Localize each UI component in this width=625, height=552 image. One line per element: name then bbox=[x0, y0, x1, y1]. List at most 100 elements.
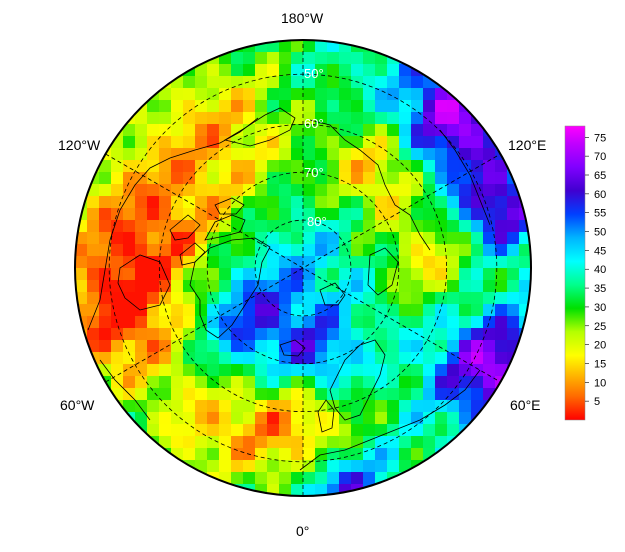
data-cell bbox=[471, 184, 484, 197]
data-cell bbox=[243, 280, 256, 293]
lon-label-120e: 120°E bbox=[508, 137, 546, 153]
data-cell bbox=[327, 316, 340, 329]
data-cell bbox=[351, 184, 364, 197]
data-cell bbox=[123, 268, 136, 281]
data-cell bbox=[351, 388, 364, 401]
colorbar-tick-label: 45 bbox=[594, 245, 606, 257]
data-cell bbox=[159, 148, 172, 161]
data-cell bbox=[351, 160, 364, 173]
data-cell bbox=[111, 364, 124, 377]
data-cell bbox=[315, 436, 328, 449]
data-cell bbox=[387, 328, 400, 341]
data-cell bbox=[303, 340, 316, 353]
data-cell bbox=[111, 232, 124, 245]
data-cell bbox=[123, 424, 136, 437]
data-cell bbox=[159, 160, 172, 173]
data-cell bbox=[267, 316, 280, 329]
data-cell bbox=[435, 184, 448, 197]
data-cell bbox=[327, 184, 340, 197]
data-cell bbox=[123, 340, 136, 353]
data-cell bbox=[231, 52, 244, 65]
data-cell bbox=[315, 364, 328, 377]
data-cell bbox=[183, 112, 196, 125]
data-cell bbox=[147, 256, 160, 269]
data-cell bbox=[267, 388, 280, 401]
data-cell bbox=[435, 364, 448, 377]
data-cell bbox=[267, 460, 280, 473]
data-cell bbox=[267, 196, 280, 209]
data-cell bbox=[207, 196, 220, 209]
data-cell bbox=[99, 208, 112, 221]
data-cell bbox=[231, 352, 244, 365]
data-cell bbox=[423, 280, 436, 293]
data-cell bbox=[447, 232, 460, 245]
data-cell bbox=[279, 460, 292, 473]
data-cell bbox=[111, 196, 124, 209]
data-cell bbox=[495, 208, 508, 221]
data-cell bbox=[435, 340, 448, 353]
data-cell bbox=[471, 112, 484, 125]
data-cell bbox=[339, 160, 352, 173]
data-cell bbox=[255, 304, 268, 317]
data-cell bbox=[339, 88, 352, 101]
data-cell bbox=[447, 424, 460, 437]
data-cell bbox=[327, 460, 340, 473]
data-cell bbox=[267, 364, 280, 377]
data-cell bbox=[147, 136, 160, 149]
data-cell bbox=[411, 52, 424, 65]
data-cell bbox=[279, 412, 292, 425]
data-cell bbox=[303, 400, 316, 413]
data-cell bbox=[387, 88, 400, 101]
data-cell bbox=[351, 280, 364, 293]
data-cell bbox=[99, 352, 112, 365]
data-cell bbox=[351, 400, 364, 413]
data-cell bbox=[255, 64, 268, 77]
data-cell bbox=[351, 244, 364, 257]
colorbar-tick-label: 65 bbox=[594, 170, 606, 182]
data-cell bbox=[123, 292, 136, 305]
data-cell bbox=[267, 64, 280, 77]
data-cell bbox=[507, 196, 520, 209]
data-cell bbox=[435, 256, 448, 269]
data-cell bbox=[195, 436, 208, 449]
data-cell bbox=[327, 100, 340, 113]
data-cell bbox=[207, 340, 220, 353]
data-cell bbox=[267, 292, 280, 305]
data-cell bbox=[267, 208, 280, 221]
data-cell bbox=[135, 256, 148, 269]
data-cell bbox=[195, 64, 208, 77]
data-cell bbox=[339, 424, 352, 437]
data-cell bbox=[495, 304, 508, 317]
data-cell bbox=[351, 352, 364, 365]
data-cell bbox=[351, 220, 364, 233]
data-cell bbox=[279, 76, 292, 89]
data-cell bbox=[411, 232, 424, 245]
data-cell bbox=[291, 472, 304, 485]
data-cell bbox=[483, 376, 496, 389]
data-cell bbox=[483, 268, 496, 281]
data-cell bbox=[99, 364, 112, 377]
data-cell bbox=[435, 220, 448, 233]
data-cell bbox=[423, 232, 436, 245]
data-cell bbox=[99, 340, 112, 353]
data-cell bbox=[87, 268, 100, 281]
data-cell bbox=[231, 208, 244, 221]
data-cell bbox=[315, 484, 328, 496]
data-cell bbox=[111, 160, 124, 173]
data-cell bbox=[483, 184, 496, 197]
data-cell bbox=[399, 208, 412, 221]
data-cell bbox=[243, 436, 256, 449]
data-cell bbox=[507, 232, 520, 245]
data-cell bbox=[459, 316, 472, 329]
data-cell bbox=[459, 136, 472, 149]
data-cell bbox=[387, 136, 400, 149]
data-cell bbox=[291, 412, 304, 425]
data-cell bbox=[303, 388, 316, 401]
data-cell bbox=[327, 280, 340, 293]
data-cell bbox=[75, 352, 88, 365]
data-cell bbox=[495, 244, 508, 257]
data-cell bbox=[183, 148, 196, 161]
data-cell bbox=[303, 460, 316, 473]
data-cell bbox=[315, 148, 328, 161]
data-cell bbox=[243, 64, 256, 77]
